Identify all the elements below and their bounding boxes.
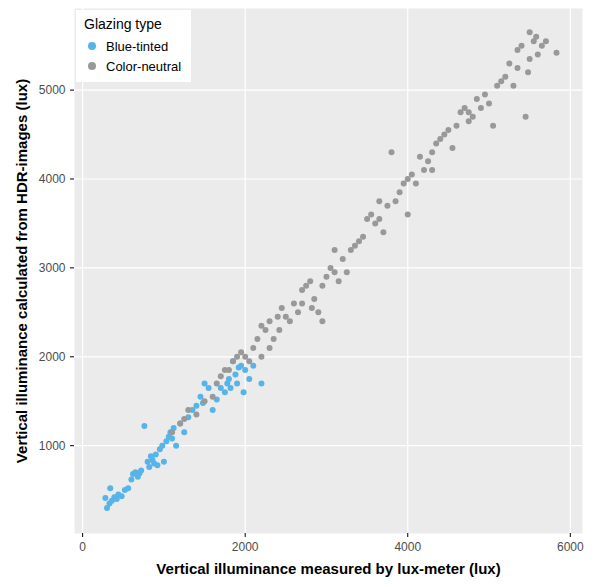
svg-text:0: 0 bbox=[79, 540, 86, 554]
svg-text:Vertical illuminance measured: Vertical illuminance measured by lux-met… bbox=[156, 560, 500, 577]
svg-text:3000: 3000 bbox=[39, 261, 66, 275]
svg-text:1000: 1000 bbox=[39, 439, 66, 453]
svg-text:4000: 4000 bbox=[394, 540, 421, 554]
html-text:Glazing type: Glazing type bbox=[84, 16, 162, 32]
svg-text:2000: 2000 bbox=[232, 540, 259, 554]
html-text:Color-neutral: Color-neutral bbox=[106, 58, 182, 74]
svg-text:6000: 6000 bbox=[557, 540, 584, 554]
svg-text:5000: 5000 bbox=[39, 83, 66, 97]
svg-text:2000: 2000 bbox=[39, 350, 66, 364]
html-text:Blue-tinted: Blue-tinted bbox=[106, 38, 169, 54]
svg-text:4000: 4000 bbox=[39, 172, 66, 186]
svg-text:Vertical illuminance calculate: Vertical illuminance calculated from HDR… bbox=[13, 79, 30, 463]
